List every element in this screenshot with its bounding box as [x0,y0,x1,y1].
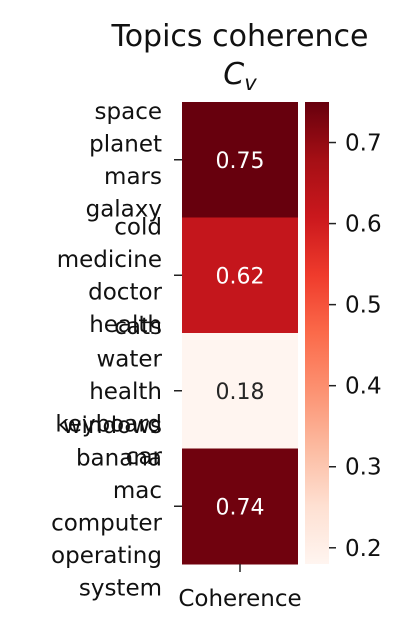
row-label-line: banana [76,446,162,472]
chart-title: Topics coherence [110,19,368,54]
x-axis: Coherence [178,564,302,612]
row-label-line: planet [89,132,162,158]
row-label-line: system [79,576,162,602]
row-label-line: health [89,379,162,405]
x-tick-label: Coherence [178,586,301,612]
row-label-line: water [96,346,162,372]
heatmap-cell [182,217,298,334]
colorbar-tick-label: 0.3 [345,455,382,481]
colorbar-tick-label: 0.6 [345,212,382,238]
chart-subtitle-sub: v [244,71,257,95]
row-label-line: car [126,444,163,470]
row-label-line: space [95,99,162,125]
row-label-line: health [89,312,162,338]
colorbar-tick-label: 0.2 [345,536,382,562]
cell-value-label: 0.62 [216,264,265,289]
heatmap-cells: 0.75 0.62 0.18 0.74 [182,102,298,565]
row-label-line: windows [63,413,162,439]
colorbar-ticks: 0.2 0.3 0.4 0.5 0.6 0.7 [329,131,382,562]
row-label-line: galaxy [86,197,162,223]
cell-value-label: 0.18 [216,380,265,405]
row-label-line: cold [114,215,162,241]
colorbar-tick-label: 0.7 [345,131,382,157]
heatmap-cell [182,102,298,218]
row-label-line: mars [104,164,162,190]
cell-value-label: 0.74 [216,495,265,520]
chart-subtitle-main: C [223,57,244,92]
chart-subtitle: Cv [223,57,257,95]
heatmap-cell [182,333,298,449]
row-label-line: medicine [57,247,162,273]
row-label-line: mac [113,478,162,504]
heatmap-cell [182,448,298,565]
row-label-line: keyboard [55,411,162,437]
colorbar [305,102,329,564]
row-label-line: operating [51,543,162,569]
colorbar-tick-label: 0.5 [345,293,382,319]
cell-value-label: 0.75 [216,149,265,174]
row-label-line: cats [114,314,162,340]
row-label-line: computer [51,511,162,537]
row-label-line: doctor [88,280,162,306]
colorbar-tick-label: 0.4 [345,374,382,400]
